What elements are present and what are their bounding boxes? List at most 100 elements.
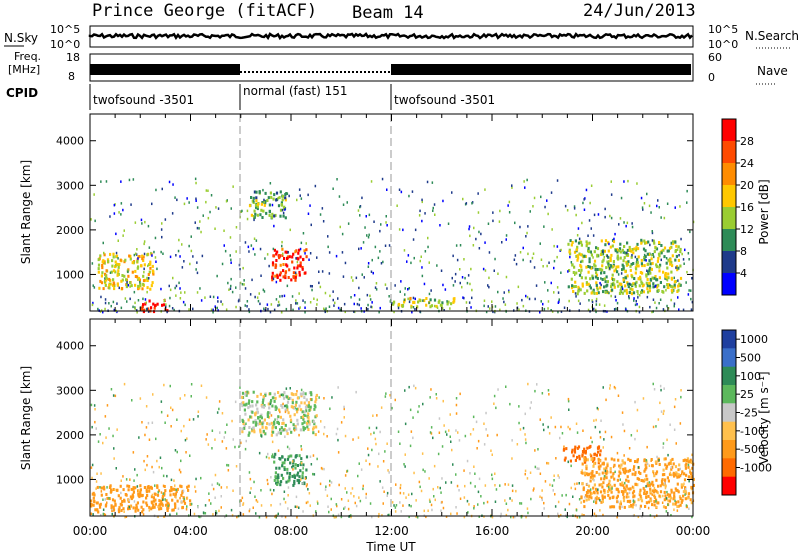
velocity-ytick-label: 1000 — [56, 473, 84, 486]
power-cell-bg — [628, 296, 630, 300]
velocity-cell-3 — [286, 405, 289, 409]
velocity-cell-bg — [684, 493, 686, 496]
power-cell-4 — [624, 276, 627, 280]
power-cell-4 — [654, 275, 657, 278]
velocity-cell-4 — [647, 494, 650, 498]
velocity-cell-4 — [679, 497, 682, 500]
power-cell-4 — [652, 285, 655, 289]
power-cell-2 — [256, 205, 259, 209]
velocity-cell-3 — [280, 429, 283, 433]
power-cell-bg — [137, 278, 139, 281]
power-cell-bg — [93, 193, 95, 196]
velocity-cell-2 — [143, 486, 146, 489]
power-cell-4 — [646, 284, 649, 288]
velocity-cell-bg — [555, 457, 557, 460]
velocity-scatter-cells — [90, 382, 695, 519]
velocity-cell-bg — [485, 411, 487, 415]
velocity-cell-4 — [663, 498, 666, 502]
velocity-cell-bg — [248, 509, 251, 513]
velocity-cell-4 — [590, 496, 593, 500]
velocity-cell-bg — [238, 445, 240, 448]
velocity-cell-4 — [593, 462, 596, 466]
velocity-cell-4 — [638, 493, 641, 496]
power-cell-bg — [408, 287, 410, 290]
power-cell-4 — [587, 246, 590, 250]
velocity-cell-3 — [241, 391, 245, 395]
velocity-cell-bg — [586, 482, 589, 486]
velocity-cell-3 — [288, 427, 291, 431]
velocity-cell-4 — [665, 466, 668, 470]
velocity-cell-bg — [441, 445, 444, 448]
velocity-cell-3 — [301, 422, 304, 426]
velocity-cell-bg — [560, 425, 562, 429]
power-cell-bg — [542, 302, 544, 306]
power-cell-bg — [184, 303, 186, 307]
power-cell-4 — [585, 244, 588, 248]
velocity-cell-4 — [622, 492, 625, 496]
velocity-cell-bg — [359, 499, 362, 503]
velocity-cell-bg — [511, 499, 513, 502]
velocity-cell-4 — [621, 481, 624, 485]
power-cell-bg — [388, 244, 391, 247]
velocity-cell-4 — [669, 496, 672, 500]
velocity-cell-bg — [604, 430, 607, 434]
velocity-cell-0 — [565, 447, 568, 451]
power-cell-bg — [99, 310, 102, 313]
power-cell-bg — [581, 221, 583, 225]
velocity-cell-3 — [241, 430, 244, 434]
velocity-cell-bg — [552, 489, 554, 492]
power-cell-bg — [286, 192, 289, 195]
power-cell-bg — [588, 299, 590, 302]
velocity-cell-bg — [495, 406, 497, 410]
velocity-cell-bg — [581, 513, 583, 516]
power-cell-3 — [114, 270, 117, 274]
power-cbar-swatch — [722, 119, 736, 142]
power-cell-3 — [116, 273, 119, 277]
velocity-cell-2 — [166, 509, 169, 512]
velocity-cell-bg — [655, 500, 657, 503]
power-cell-4 — [607, 249, 610, 253]
velocity-cell-4 — [692, 483, 695, 487]
power-cell-bg — [370, 270, 373, 273]
velocity-cell-2 — [134, 509, 137, 513]
velocity-cell-4 — [592, 490, 596, 494]
power-cell-4 — [677, 258, 680, 262]
velocity-cell-4 — [666, 476, 669, 480]
velocity-cell-1 — [305, 455, 309, 459]
power-cell-4 — [636, 290, 639, 293]
power-cell-4 — [670, 270, 673, 274]
velocity-cell-bg — [525, 515, 527, 519]
velocity-cell-3 — [256, 422, 259, 426]
power-ytick-label: 1000 — [56, 268, 84, 281]
power-cell-3 — [97, 263, 101, 267]
velocity-cell-bg — [637, 515, 640, 519]
velocity-cell-4 — [609, 488, 613, 492]
velocity-cell-bg — [543, 501, 545, 505]
power-cell-bg — [364, 226, 366, 229]
power-cell-bg — [316, 303, 318, 306]
power-cell-3 — [104, 283, 107, 287]
power-cell-bg — [144, 298, 147, 301]
velocity-cell-4 — [655, 472, 658, 476]
power-cell-4 — [572, 290, 575, 293]
velocity-cell-3 — [282, 428, 285, 432]
power-cell-bg — [471, 288, 473, 292]
velocity-cell-bg — [670, 514, 672, 517]
power-cell-bg — [221, 303, 224, 306]
velocity-cell-bg — [607, 485, 610, 489]
velocity-cell-4 — [587, 473, 590, 477]
velocity-cell-bg — [189, 454, 191, 457]
power-cbar-swatch — [722, 163, 736, 186]
velocity-cell-2 — [154, 498, 157, 502]
velocity-cell-4 — [668, 493, 671, 497]
power-cell-bg — [127, 284, 130, 287]
velocity-cell-1 — [281, 464, 284, 468]
power-cell-bg — [421, 200, 423, 204]
power-cell-bg — [375, 282, 378, 285]
velocity-cell-2 — [97, 510, 100, 514]
power-cell-bg — [189, 262, 191, 266]
power-cell-bg — [253, 200, 255, 203]
power-cell-bg — [163, 299, 165, 303]
power-cell-bg — [556, 245, 559, 248]
power-cell-4 — [674, 258, 677, 262]
